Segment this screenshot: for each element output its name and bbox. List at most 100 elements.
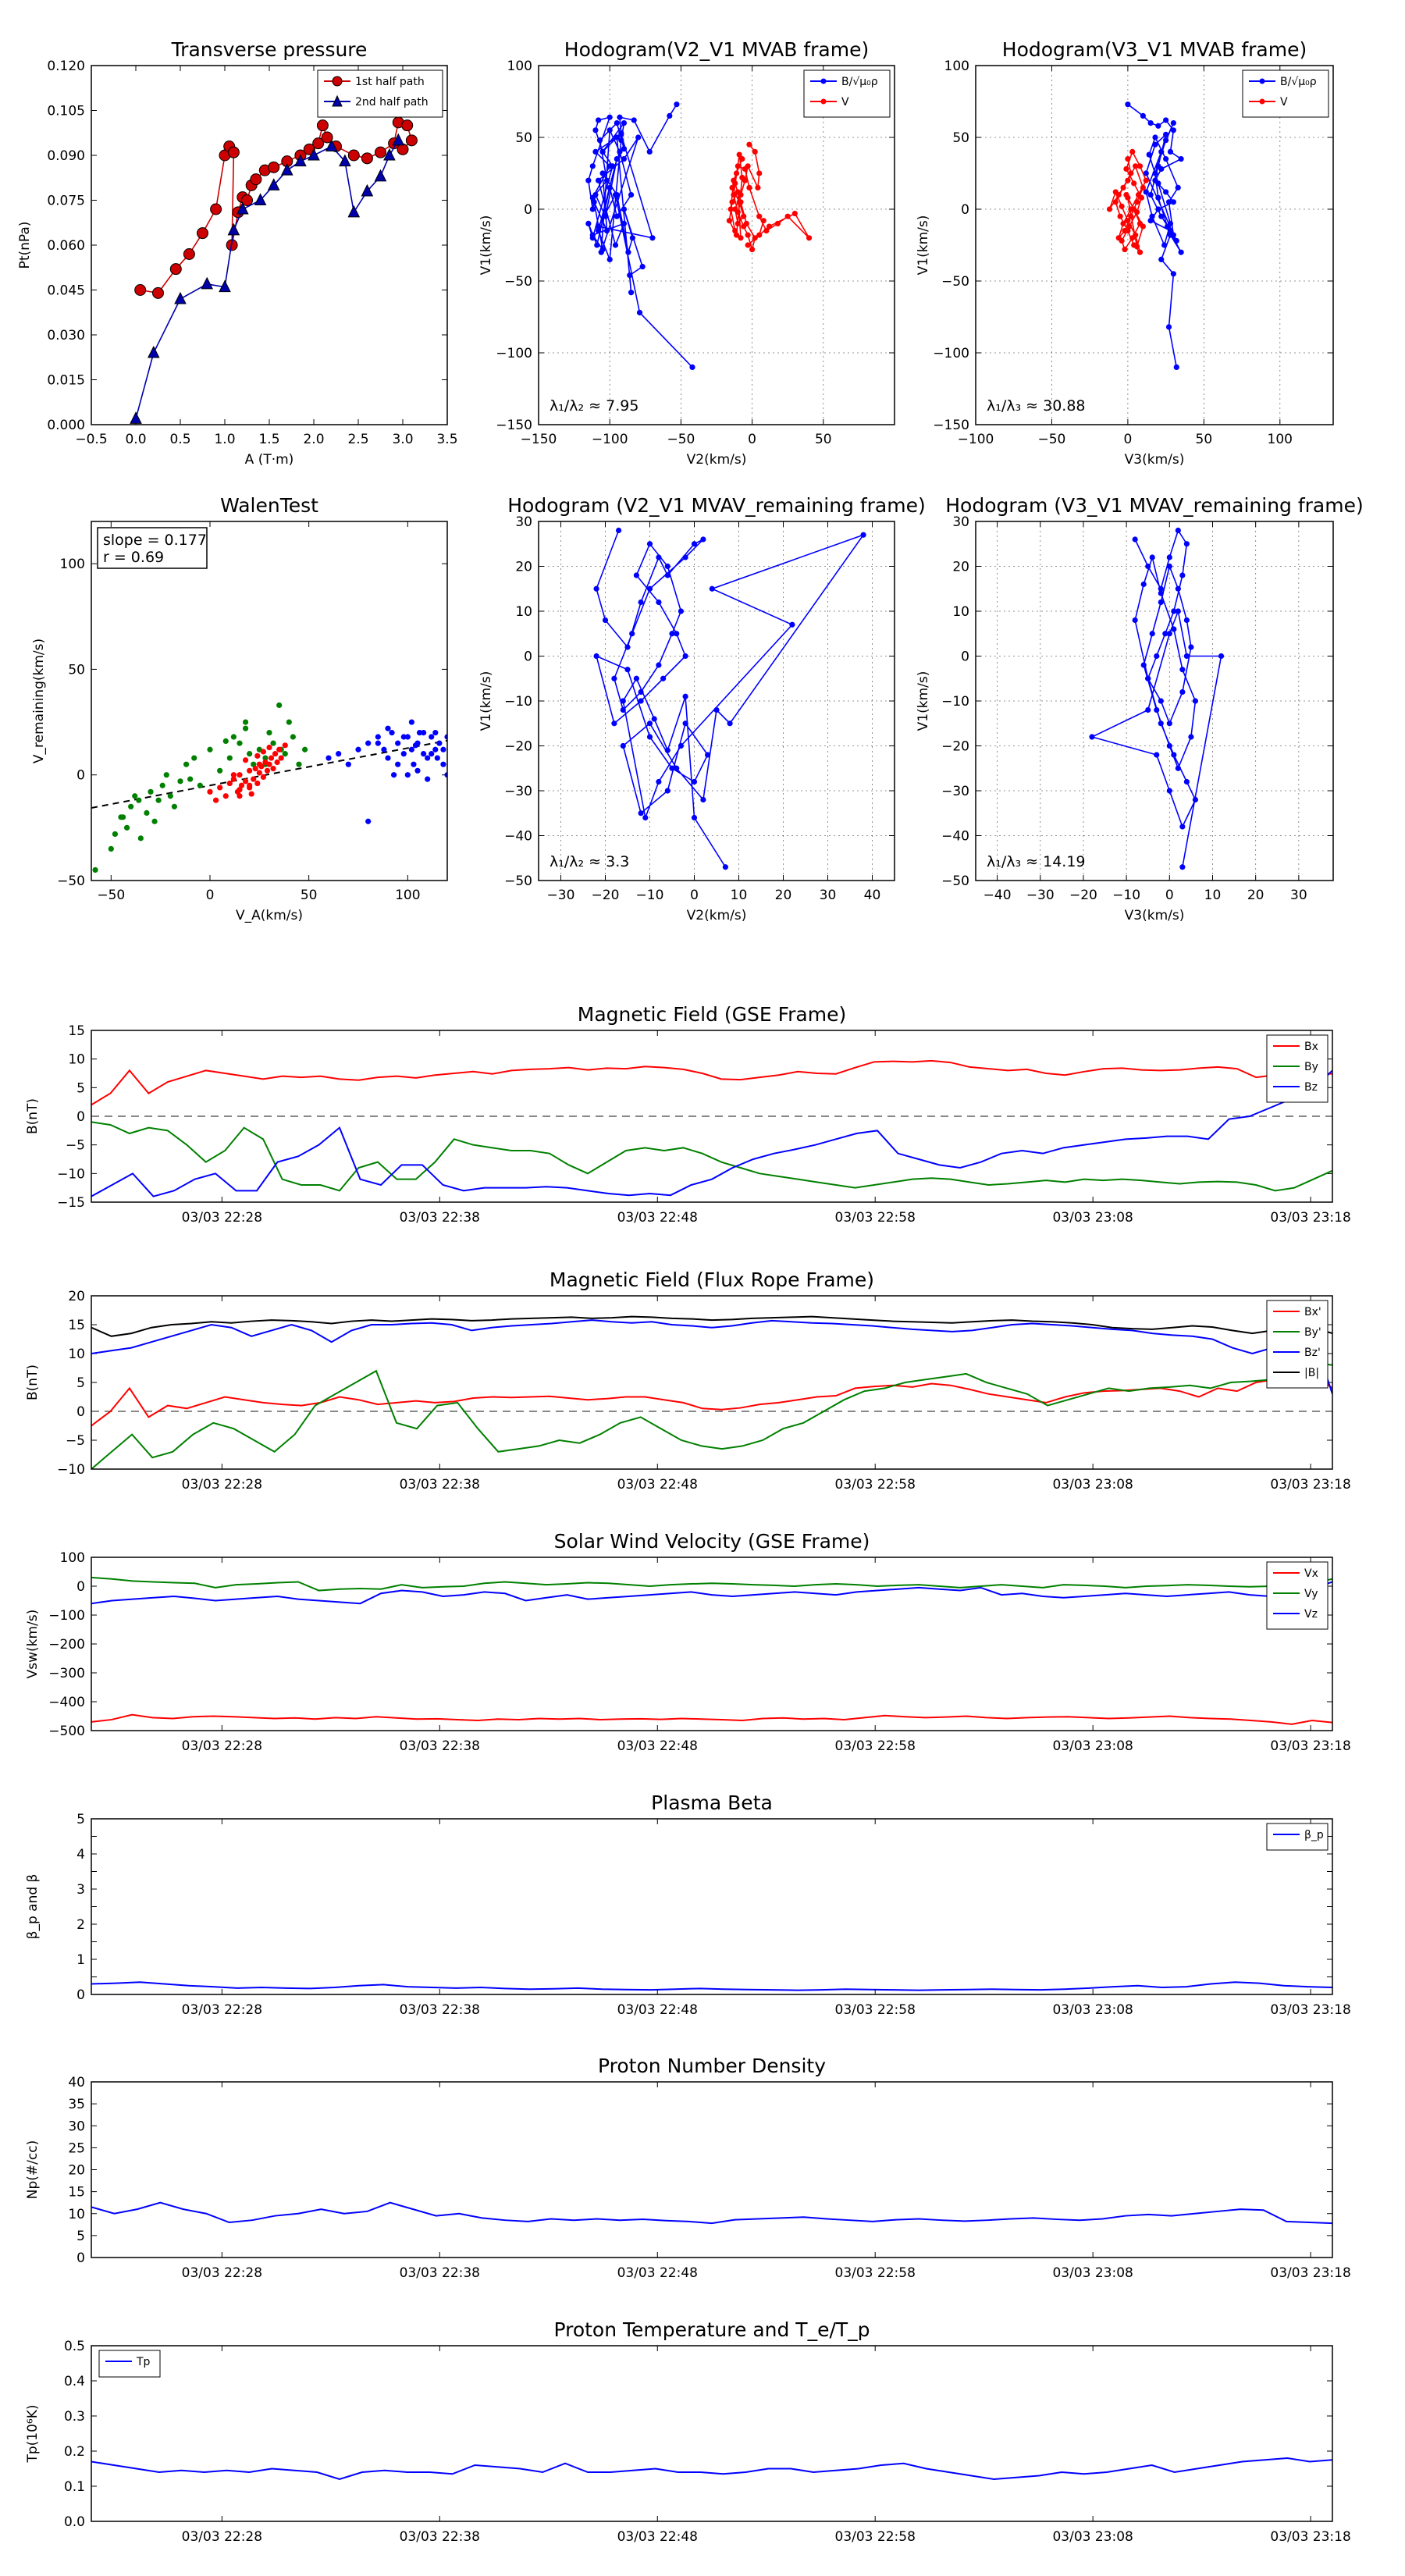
data-point [400, 751, 407, 757]
data-point [700, 796, 706, 803]
legend-box [1266, 1823, 1329, 1851]
y-tick-label: 40 [68, 2075, 85, 2090]
data-point [638, 688, 644, 696]
data-point [183, 248, 195, 260]
data-point [444, 734, 447, 740]
data-point [237, 740, 243, 746]
y-tick-label: 0 [76, 1987, 85, 2003]
data-point [752, 148, 758, 155]
y-tick-label: 4 [76, 1847, 85, 1863]
x-tick-label: 03/03 23:08 [1052, 1738, 1133, 1754]
data-point [1133, 199, 1140, 205]
data-point [678, 742, 685, 749]
data-point [1089, 734, 1095, 740]
x-tick-label: 03/03 22:38 [400, 1477, 480, 1493]
y-axis-label: V1(km/s) [916, 215, 931, 276]
data-point [603, 213, 609, 219]
x-tick-label: 100 [1268, 432, 1293, 447]
series-2nd half path [130, 133, 405, 424]
data-point [167, 793, 173, 799]
data-point [660, 675, 667, 681]
y-tick-label: 15 [68, 1318, 85, 1333]
data-point [260, 749, 266, 755]
data-point [624, 644, 631, 650]
data-point [230, 734, 237, 740]
series-line-Tp [91, 2457, 1332, 2481]
data-point [1175, 765, 1181, 771]
y-tick-label: 10 [68, 2207, 85, 2222]
y-tick-label: −400 [48, 1695, 85, 1710]
y-tick-label: −50 [941, 274, 969, 290]
y-tick-label: 20 [515, 560, 532, 575]
data-point [722, 864, 729, 870]
data-point [1158, 148, 1165, 155]
data-point [1183, 653, 1190, 660]
series-line-Vz [91, 1581, 1332, 1605]
data-point [746, 141, 752, 148]
data-point [1112, 199, 1119, 205]
x-tick-label: 0 [1123, 432, 1132, 447]
data-point [243, 757, 249, 763]
data-point [416, 729, 423, 736]
data-point [756, 232, 763, 238]
data-point [1126, 223, 1133, 229]
data-point [241, 194, 253, 206]
data-point [1145, 706, 1151, 713]
x-tick-label: 0 [1165, 888, 1174, 903]
data-point [1158, 698, 1164, 704]
data-point [624, 667, 631, 673]
legend-box [1266, 1561, 1329, 1630]
data-point [355, 746, 361, 753]
data-point [743, 220, 749, 226]
x-tick-label: 03/03 22:28 [182, 2265, 262, 2281]
legend: Bx' By' Bz' |B| [1266, 1300, 1329, 1389]
data-point [1175, 527, 1181, 534]
data-point [395, 761, 401, 767]
y-axis-label: Np(#/cc) [25, 2140, 41, 2199]
data-point [187, 776, 194, 782]
data-point [1179, 864, 1186, 870]
data-point [589, 194, 596, 201]
data-point [1170, 127, 1176, 133]
x-tick-label: 03/03 22:48 [617, 1210, 698, 1226]
y-tick-label: 20 [952, 560, 969, 575]
data-point [589, 163, 596, 169]
y-axis-label: B(nT) [25, 1364, 41, 1400]
x-axis-label: V3(km/s) [1125, 452, 1185, 468]
data-point [612, 242, 619, 248]
data-point [614, 213, 620, 219]
data-point [236, 201, 249, 215]
data-point [664, 747, 670, 753]
data-point [1147, 120, 1154, 126]
x-tick-label: 3.0 [392, 432, 413, 447]
y-axis-label: B(nT) [25, 1098, 41, 1134]
data-point [251, 776, 257, 782]
data-point [593, 585, 599, 592]
x-tick-label: 2.5 [347, 432, 368, 447]
data-point [620, 698, 626, 704]
y-tick-label: −30 [941, 784, 969, 799]
data-point [375, 146, 386, 158]
data-point [1136, 163, 1144, 169]
x-tick-label: 20 [1247, 888, 1264, 903]
data-point [219, 279, 231, 293]
data-point [614, 120, 620, 126]
data-point [594, 242, 600, 248]
data-point [1162, 631, 1168, 637]
data-point [1136, 249, 1144, 255]
x-tick-label: −10 [1112, 888, 1140, 903]
legend-label: B/√μ₀ρ [841, 76, 878, 88]
data-point [736, 151, 742, 158]
data-point [163, 772, 169, 778]
y-tick-label: −30 [504, 784, 532, 799]
data-point [682, 653, 688, 660]
chart-title: Hodogram(V3_V1 MVAB frame) [1002, 38, 1307, 61]
data-point [124, 824, 130, 831]
chart-np: Proton Number Density 0 5 10 15 20 25 30 35 40 Np(… [25, 2055, 1351, 2281]
data-point [733, 232, 740, 238]
series-line [728, 144, 810, 252]
data-point [674, 631, 680, 637]
y-tick-label: 0 [76, 1404, 85, 1420]
data-point [1140, 184, 1146, 190]
